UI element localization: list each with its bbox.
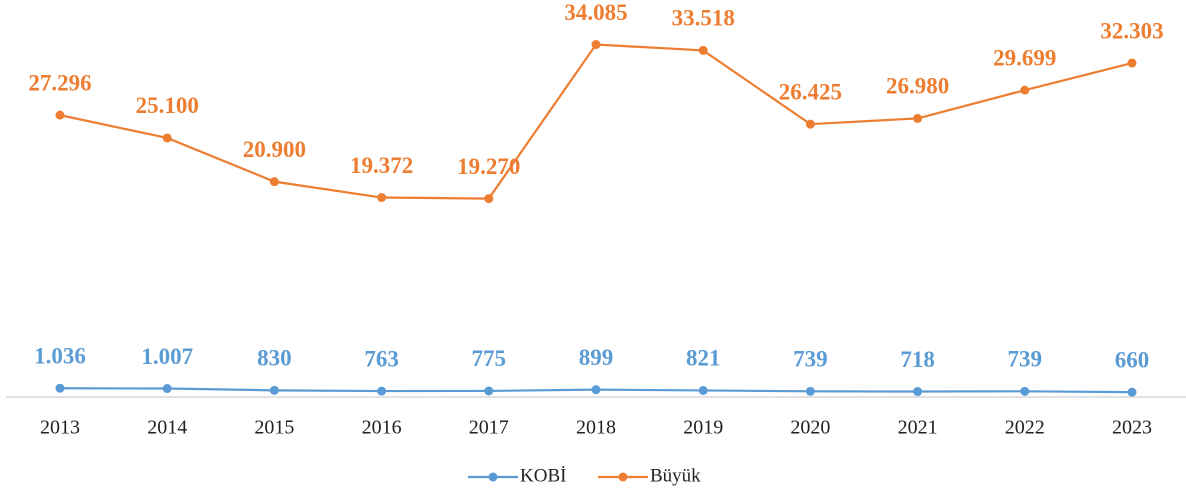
point <box>698 385 708 395</box>
legend-label: KOBİ <box>520 465 566 486</box>
point <box>162 133 172 143</box>
point <box>1020 386 1030 396</box>
point <box>591 40 601 50</box>
data-label: 821 <box>686 346 721 371</box>
point <box>162 384 172 394</box>
point <box>377 386 387 396</box>
point <box>913 113 923 123</box>
data-label: 32.303 <box>1100 18 1163 43</box>
data-label: 1.036 <box>34 344 86 369</box>
data-label: 899 <box>579 345 614 370</box>
data-label: 19.372 <box>350 153 413 178</box>
x-tick-label: 2017 <box>469 417 509 439</box>
x-tick-label: 2014 <box>147 417 187 439</box>
x-tick-label: 2019 <box>683 417 723 439</box>
point <box>55 383 65 393</box>
x-tick-label: 2020 <box>790 417 830 439</box>
data-label: 27.296 <box>28 70 91 95</box>
point <box>269 385 279 395</box>
data-label: 739 <box>793 347 828 372</box>
data-label: 718 <box>900 347 935 372</box>
point <box>1127 387 1137 397</box>
data-label: 1.007 <box>141 344 193 369</box>
point <box>805 386 815 396</box>
data-label: 830 <box>257 346 292 371</box>
data-label: 660 <box>1115 347 1150 372</box>
data-label: 33.518 <box>672 6 735 31</box>
point <box>913 387 923 397</box>
data-label: 763 <box>364 346 399 371</box>
x-tick-label: 2018 <box>576 417 616 439</box>
legend-marker <box>618 472 628 482</box>
point <box>377 193 387 203</box>
legend-label: Büyük <box>650 465 701 486</box>
legend-marker <box>488 472 498 482</box>
point <box>269 177 279 187</box>
x-tick-label: 2013 <box>40 417 80 439</box>
data-label: 739 <box>1008 347 1043 372</box>
data-label: 20.900 <box>243 137 306 162</box>
point <box>484 386 494 396</box>
x-tick-label: 2023 <box>1112 417 1152 439</box>
point <box>55 110 65 120</box>
point <box>698 45 708 55</box>
point <box>591 385 601 395</box>
x-tick-label: 2022 <box>1005 417 1045 439</box>
series-line <box>59 43 1133 200</box>
data-label: 19.270 <box>457 154 520 179</box>
data-label: 34.085 <box>564 0 627 25</box>
data-label: 25.100 <box>136 93 199 118</box>
x-tick-label: 2021 <box>898 417 938 439</box>
x-tick-label: 2016 <box>362 417 402 439</box>
point <box>1020 85 1030 95</box>
point <box>805 119 815 129</box>
data-label: 26.425 <box>779 79 842 104</box>
data-label: 775 <box>472 346 507 371</box>
x-tick-label: 2015 <box>254 417 294 439</box>
data-label: 26.980 <box>886 74 949 99</box>
data-label: 29.699 <box>993 45 1056 70</box>
point <box>1127 58 1137 68</box>
point <box>484 194 494 204</box>
